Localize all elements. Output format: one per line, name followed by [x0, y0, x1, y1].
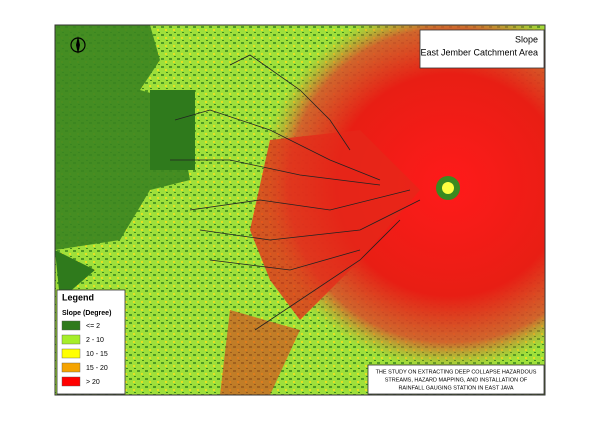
legend-items: <= 2 2 - 10 10 - 15 15 - 20 > 20: [61, 320, 108, 387]
note-line: RAINFALL GAUGING STATION IN EAST JAVA: [398, 385, 513, 391]
map-area: [55, 25, 545, 395]
legend-label: <= 2: [86, 323, 100, 330]
note-box: [367, 364, 545, 395]
title-box: [419, 29, 545, 69]
title: Slope: [515, 34, 538, 44]
legend-heading: Legend: [62, 292, 94, 302]
legend-label: 15 - 20: [86, 365, 108, 372]
note: THE STUDY ON EXTRACTING DEEP COLLAPSE HA…: [376, 369, 537, 391]
subtitle: East Jember Catchment Area: [420, 47, 538, 57]
note-line: STREAMS, HAZARD MAPPING, AND INSTALLATIO…: [385, 377, 528, 383]
legend-label: > 20: [86, 379, 100, 386]
legend-swatch: [61, 334, 81, 345]
legend-label: 2 - 10: [86, 337, 104, 344]
legend-subheading: Slope (Degree): [62, 310, 111, 317]
legend-swatch: [61, 348, 81, 359]
note-line: THE STUDY ON EXTRACTING DEEP COLLAPSE HA…: [376, 369, 537, 375]
legend-swatch: [61, 376, 81, 387]
legend-label: 10 - 15: [86, 351, 108, 358]
legend-swatch: [61, 362, 81, 373]
legend-swatch: [61, 320, 81, 331]
